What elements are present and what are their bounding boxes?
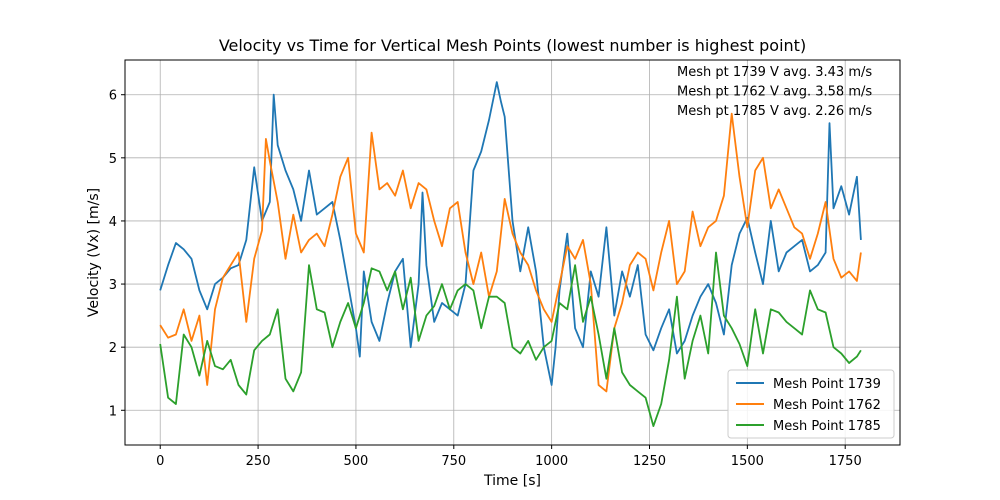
- y-tick-label: 3: [109, 278, 117, 293]
- y-tick-label: 6: [109, 89, 117, 104]
- annotation-1785: Mesh pt 1785 V avg. 2.26 m/s: [677, 104, 872, 119]
- legend: Mesh Point 1739 Mesh Point 1762 Mesh Poi…: [727, 369, 895, 439]
- x-axis-title: Time [s]: [483, 473, 541, 489]
- x-tick-label: 500: [344, 454, 369, 469]
- legend-label-1762: Mesh Point 1762: [773, 398, 881, 413]
- x-tick-label: 1500: [731, 454, 764, 469]
- legend-label-1739: Mesh Point 1739: [773, 377, 881, 392]
- legend-label-1785: Mesh Point 1785: [773, 419, 881, 434]
- annotations: Mesh pt 1739 V avg. 3.43 m/s Mesh pt 176…: [677, 65, 872, 119]
- series-line-3: [159, 251, 862, 428]
- x-tick-label: 750: [441, 454, 466, 469]
- y-tick-label: 1: [109, 404, 117, 419]
- x-tick-label: 0: [156, 454, 164, 469]
- series-line-2: [159, 112, 862, 393]
- y-axis-title: Velocity (Vx) [m/s]: [86, 188, 102, 317]
- x-tick-label: 250: [246, 454, 271, 469]
- annotation-1762: Mesh pt 1762 V avg. 3.58 m/s: [677, 85, 872, 100]
- series-line-1: [159, 81, 862, 386]
- y-tick-label: 4: [109, 215, 117, 230]
- y-tick-label: 2: [109, 341, 117, 356]
- series-lines: [159, 81, 862, 428]
- x-tick-label: 1750: [829, 454, 862, 469]
- x-tick-label: 1000: [535, 454, 568, 469]
- annotation-1739: Mesh pt 1739 V avg. 3.43 m/s: [677, 65, 872, 80]
- legend-box: [727, 369, 895, 439]
- x-tick-label: 1250: [633, 454, 666, 469]
- chart-title: Velocity vs Time for Vertical Mesh Point…: [219, 36, 806, 55]
- y-tick-label: 5: [109, 152, 117, 167]
- axis-ticks: 0 250 500 750 1000 1250 1500 1750 1 2 3 4 5 6: [109, 89, 862, 469]
- plot-frame: [124, 59, 901, 446]
